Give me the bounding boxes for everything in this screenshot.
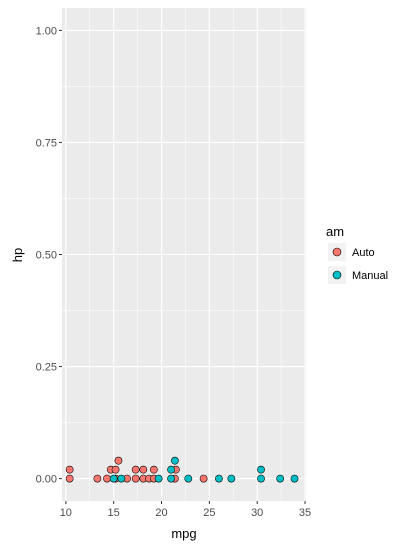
x-tick-label: 20 (155, 507, 167, 519)
data-point-auto (139, 465, 148, 474)
legend-label-manual: Manual (352, 270, 388, 282)
x-axis-title: mpg (171, 526, 196, 541)
data-point-auto (65, 465, 74, 474)
data-point-auto (103, 474, 111, 483)
data-point-auto (65, 474, 74, 483)
y-tick-label: 1.00 (36, 25, 57, 37)
y-tick-label: 0.00 (36, 474, 57, 486)
data-point-manual (215, 474, 223, 483)
legend-title: am (326, 224, 344, 239)
data-point-manual (109, 474, 118, 483)
data-point-manual (227, 474, 236, 483)
data-point-manual (257, 465, 265, 474)
grid-major (62, 8, 306, 501)
data-point-manual (167, 474, 175, 483)
data-point-auto (131, 465, 140, 474)
data-point-auto (149, 465, 158, 474)
legend-marker-auto (332, 247, 342, 257)
data-point-manual (171, 456, 179, 465)
data-point-auto (114, 456, 123, 465)
data-point-manual (154, 474, 163, 483)
data-point-manual (290, 474, 299, 483)
data-point-manual (184, 474, 193, 483)
legend: am Auto Manual (326, 224, 388, 284)
data-point-manual (257, 474, 265, 483)
data-point-auto (199, 474, 208, 483)
x-tick-label: 10 (60, 507, 72, 519)
data-point-auto (131, 474, 140, 483)
y-axis-title: hp (10, 248, 25, 262)
x-tick-label: 35 (299, 507, 311, 519)
x-tick-label: 30 (251, 507, 263, 519)
x-axis: 10 15 20 25 30 35 (60, 501, 311, 519)
legend-marker-manual (332, 270, 342, 280)
y-tick-label: 0.75 (36, 137, 57, 149)
x-tick-label: 15 (108, 507, 120, 519)
data-point-manual (117, 474, 126, 483)
data-point-auto (93, 474, 102, 483)
data-point-manual (167, 465, 175, 474)
x-tick-label: 25 (203, 507, 215, 519)
y-tick-label: 0.25 (36, 362, 57, 374)
y-axis: 0.00 0.25 0.50 0.75 1.00 (36, 25, 62, 486)
legend-label-auto: Auto (352, 247, 375, 259)
data-point-manual (276, 474, 285, 483)
data-point-auto (111, 465, 120, 474)
y-tick-label: 0.50 (36, 250, 57, 262)
points-layer (65, 456, 299, 483)
